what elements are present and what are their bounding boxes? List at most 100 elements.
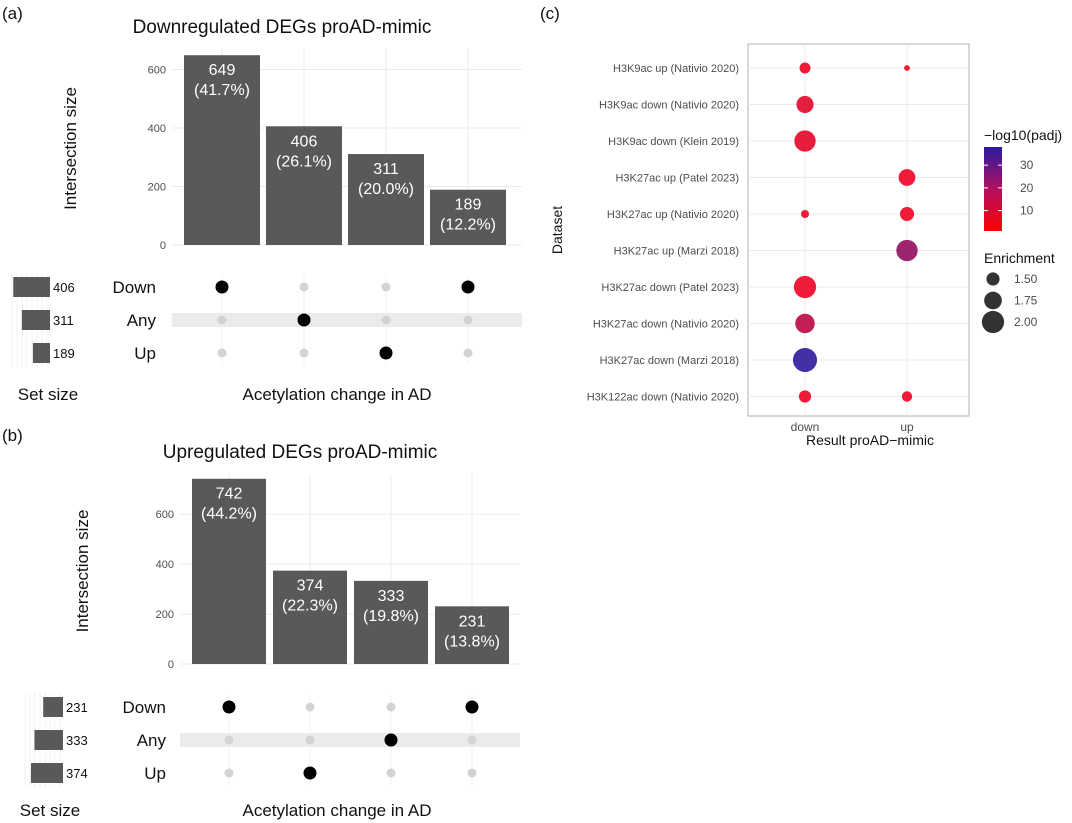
plot-panel [747, 43, 970, 417]
chart-title: Downregulated DEGs proAD-mimic [133, 17, 432, 38]
set-size-bar [21, 310, 50, 330]
data-point [794, 130, 816, 152]
matrix-dot-inactive [217, 348, 227, 358]
bar-percent-label: (12.2%) [440, 217, 496, 234]
matrix-dot-active [384, 733, 398, 747]
y-tick-label: 400 [148, 123, 166, 135]
bar-percent-label: (19.8%) [363, 608, 419, 625]
y-axis-label: Intersection size [61, 87, 80, 210]
color-bar [984, 147, 1002, 231]
set-size-axis-label: Set size [20, 801, 80, 820]
set-size-value: 406 [53, 280, 75, 295]
bar-value-label: 374 [297, 578, 324, 595]
set-size-bar [43, 697, 63, 717]
intersection-bar [348, 154, 424, 245]
set-name-label: Down [123, 698, 166, 717]
intersection-bar [192, 478, 266, 664]
matrix-dot-inactive [305, 735, 315, 745]
x-tick-label: up [900, 420, 914, 434]
color-legend-tick: 30 [1020, 158, 1034, 172]
size-legend-label: 1.75 [1014, 294, 1038, 308]
color-legend-tick: 10 [1020, 204, 1034, 218]
set-name-label: Up [144, 764, 166, 783]
matrix-dot-inactive [299, 348, 309, 358]
data-point [901, 391, 913, 402]
intersection-bar [273, 570, 347, 664]
y-tick-label: H3K27ac up (Patel 2023) [615, 173, 739, 185]
matrix-row-shade [172, 313, 522, 327]
data-point [904, 65, 910, 71]
y-tick-label: 0 [160, 240, 166, 252]
data-point [896, 239, 918, 262]
matrix-dot-inactive [217, 315, 227, 325]
data-point [796, 95, 814, 114]
set-size-axis-label: Set size [18, 385, 78, 404]
y-tick-label: 200 [148, 182, 166, 194]
data-point [792, 347, 818, 373]
set-size-bar [30, 763, 64, 783]
bar-percent-label: (13.8%) [444, 633, 500, 650]
y-tick-label: H3K9ac down (Nativio 2020) [599, 100, 739, 112]
matrix-dot-inactive [299, 282, 309, 292]
size-legend-title: Enrichment [984, 250, 1055, 266]
bar-value-label: 231 [459, 613, 486, 630]
y-axis-label: Intersection size [73, 510, 92, 633]
intersection-bar [266, 126, 342, 245]
panel-letter-b: (b) [2, 426, 23, 445]
set-name-label: Down [113, 278, 156, 297]
set-size-value: 189 [53, 346, 75, 361]
intersection-bar [435, 606, 509, 664]
matrix-dot-inactive [224, 735, 234, 745]
matrix-dot-active [461, 280, 475, 294]
y-tick-label: H3K122ac down (Nativio 2020) [587, 392, 739, 404]
matrix-dot-active [222, 700, 236, 714]
set-size-bar [34, 730, 63, 750]
intersection-bar [354, 580, 428, 664]
y-tick-label: 200 [156, 609, 174, 621]
set-size-value: 374 [66, 766, 88, 781]
bar-percent-label: (22.3%) [282, 598, 338, 615]
data-point [793, 275, 817, 299]
bar-value-label: 311 [373, 161, 399, 178]
data-point [800, 209, 810, 219]
upset-plot-upregulated: Upregulated DEGs proAD-mimic Intersection… [20, 442, 520, 820]
data-point [898, 169, 916, 186]
color-legend-tick: 20 [1020, 181, 1034, 195]
matrix-dot-active [465, 700, 479, 714]
size-legend-dot [986, 272, 1000, 286]
dotplot-enrichment: down up H3K9ac up (Nativio 2020) H3K9ac dow… [549, 43, 1062, 448]
x-axis-label: Acetylation change in AD [242, 801, 431, 820]
bar-value-label: 742 [216, 486, 243, 503]
matrix-row-shade [180, 733, 520, 747]
bar-value-label: 189 [455, 197, 482, 214]
matrix-dot-inactive [381, 282, 391, 292]
y-tick-label: H3K27ac down (Patel 2023) [601, 282, 739, 294]
y-tick-label: H3K27ac up (Nativio 2020) [607, 209, 739, 221]
y-tick-label: 0 [168, 659, 174, 671]
matrix-dot-active [215, 280, 229, 294]
bar-percent-label: (20.0%) [358, 181, 414, 198]
color-legend-title: −log10(padj) [984, 127, 1062, 143]
set-size-value: 231 [66, 700, 88, 715]
matrix-dot-inactive [467, 735, 477, 745]
bar-percent-label: (26.1%) [276, 153, 332, 170]
bar-value-label: 649 [209, 62, 236, 79]
matrix-dot-inactive [224, 768, 234, 778]
intersection-bar [430, 189, 506, 245]
y-tick-label: 600 [156, 509, 174, 521]
y-tick-label: 400 [156, 559, 174, 571]
chart-title: Upregulated DEGs proAD-mimic [163, 442, 438, 463]
matrix-dot-inactive [381, 315, 391, 325]
y-tick-label: H3K27ac down (Marzi 2018) [600, 355, 739, 367]
y-tick-label: H3K9ac down (Klein 2019) [608, 136, 739, 148]
size-legend-dot [984, 291, 1002, 310]
data-point [899, 206, 915, 222]
size-legend-label: 1.50 [1014, 272, 1038, 286]
upset-plot-downregulated: Downregulated DEGs proAD-mimic Intersecti… [11, 17, 522, 404]
y-tick-label: H3K27ac up (Marzi 2018) [614, 246, 739, 258]
set-name-label: Up [134, 344, 156, 363]
data-point [795, 313, 815, 334]
y-tick-label: H3K9ac up (Nativio 2020) [613, 63, 739, 75]
bar-percent-label: (44.2%) [201, 506, 257, 523]
data-point [799, 62, 811, 74]
